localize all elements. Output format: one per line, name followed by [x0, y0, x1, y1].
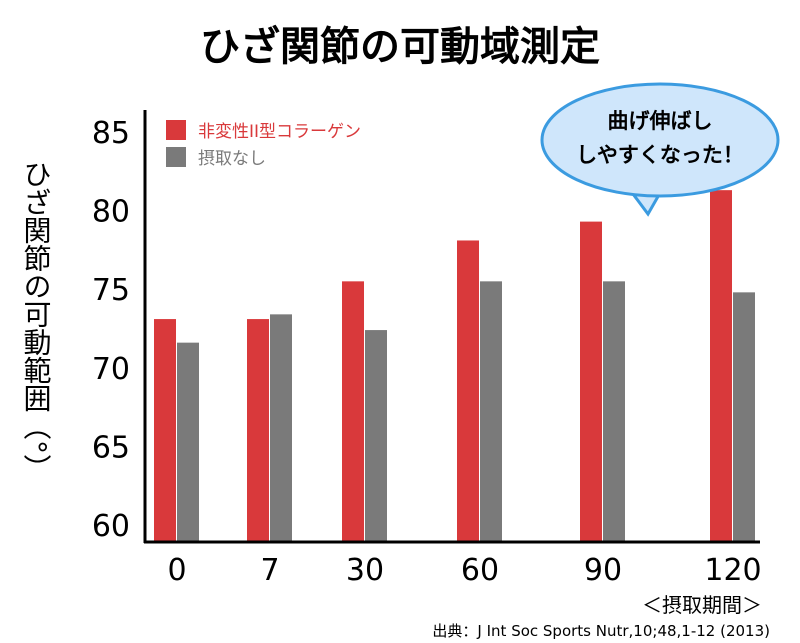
y-tick-label: 75 [92, 273, 130, 308]
bar-collagen [247, 319, 269, 542]
y-tick-label: 60 [92, 509, 130, 544]
bar-none [365, 330, 387, 542]
x-tick-label: 120 [704, 553, 761, 588]
bar-none [177, 342, 199, 542]
legend-swatch-none [166, 147, 186, 167]
x-tick-label: 7 [260, 553, 279, 588]
bar-collagen [342, 281, 364, 542]
x-tick-label: 90 [584, 553, 622, 588]
legend-label-collagen: 非変性II型コラーゲン [198, 122, 361, 142]
y-tick-label: 70 [92, 352, 130, 387]
x-tick-label: 60 [461, 553, 499, 588]
bar-none [270, 314, 292, 542]
x-axis-label: ＜摂取期間＞ [642, 593, 762, 617]
bar-collagen [580, 221, 602, 542]
chart-title: ひざ関節の可動域測定 [200, 24, 600, 70]
annotation-line-2: しやすくなった！ [576, 143, 744, 167]
y-axis-label: ひざ関節の可動範囲（°） [20, 160, 53, 482]
annotation-line-1: 曲げ伸ばし [608, 109, 713, 133]
y-tick-label: 85 [92, 116, 130, 151]
bar-none [480, 281, 502, 542]
source-note: 出典：J Int Soc Sports Nutr,10;48,1-12 (201… [432, 622, 770, 640]
legend-label-none: 摂取なし [198, 149, 266, 169]
bar-collagen [457, 240, 479, 542]
bar-none [733, 292, 755, 542]
speech-bubble: 曲げ伸ばし しやすくなった！ [540, 82, 780, 217]
y-tick-label: 80 [92, 195, 130, 230]
bar-none [603, 281, 625, 542]
x-tick-label: 30 [346, 553, 384, 588]
bar-collagen [154, 319, 176, 542]
y-tick-label: 65 [92, 430, 130, 465]
legend-swatch-collagen [166, 120, 186, 140]
bar-collagen [710, 190, 732, 542]
x-tick-label: 0 [167, 553, 186, 588]
